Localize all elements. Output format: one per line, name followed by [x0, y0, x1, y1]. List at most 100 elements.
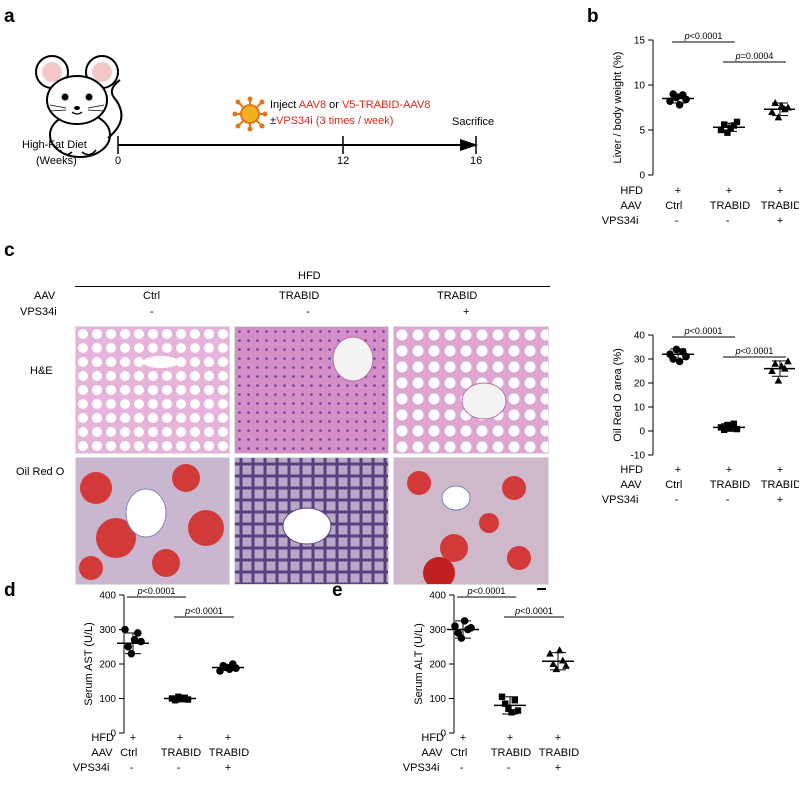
- p-value: p<0.0001: [467, 586, 506, 596]
- y-tick-label: 10: [634, 403, 646, 414]
- data-point: [502, 700, 509, 707]
- y-tick-label: 300: [429, 625, 446, 636]
- data-point: [675, 357, 684, 366]
- condition-label: VPS34i: [601, 494, 639, 506]
- condition-value: TRABID: [490, 747, 532, 759]
- data-point: [552, 665, 561, 673]
- virus-icon: [232, 96, 268, 132]
- condition-label: HFD: [421, 732, 444, 744]
- data-point: [717, 126, 725, 134]
- condition-label: VPS34i: [72, 762, 110, 774]
- he-ctrl-image: [75, 326, 230, 454]
- condition-value: +: [176, 732, 184, 744]
- condition-value: -: [725, 215, 730, 227]
- data-point: [730, 122, 737, 129]
- y-tick-label: 0: [440, 729, 446, 740]
- condition-label: AAV: [620, 200, 642, 212]
- condition-value: +: [776, 215, 784, 227]
- p-value: p<0.0001: [184, 606, 223, 616]
- data-point: [137, 637, 145, 646]
- chart-c: -10 0 10 20 30 40 Oil Red O area (%) p<0.0001 p<…: [612, 326, 795, 462]
- condition-value: TRABID: [709, 200, 751, 212]
- y-axis-label: Liver / body weight (%): [612, 52, 624, 164]
- col1-aav: Ctrl: [143, 290, 161, 302]
- data-point: [733, 118, 741, 126]
- y-tick-label: 30: [634, 355, 646, 366]
- scale-bar: [537, 588, 546, 590]
- data-point: [724, 421, 731, 429]
- y-tick-label: 100: [429, 694, 446, 705]
- y-tick-label: 0: [639, 171, 645, 182]
- chart-e: 0 100 200 300 400 Serum ALT (U/L) p<0.0001 p<0.…: [413, 586, 574, 740]
- condition-value: -: [725, 494, 730, 506]
- data-point: [546, 649, 554, 657]
- data-point: [130, 636, 139, 644]
- data-point: [467, 623, 475, 632]
- y-tick-label: 15: [634, 36, 646, 47]
- data-point: [562, 661, 570, 669]
- condition-label: HFD: [620, 185, 643, 197]
- weeks-label: (Weeks): [36, 155, 77, 167]
- condition-value: +: [224, 732, 232, 744]
- week-0: 0: [115, 155, 122, 167]
- y-tick-label: 10: [634, 81, 646, 92]
- condition-label: AAV: [91, 747, 113, 759]
- condition-value: +: [554, 762, 562, 774]
- y-tick-label: 400: [99, 591, 116, 602]
- condition-value: TRABID: [760, 200, 799, 212]
- diet-label: High-Fat Diet: [22, 139, 87, 151]
- col1-vps: -: [150, 306, 154, 318]
- data-point: [724, 129, 731, 136]
- data-point: [555, 646, 564, 654]
- data-point: [774, 376, 783, 384]
- condition-value: +: [776, 494, 784, 506]
- y-tick-label: 300: [99, 625, 116, 636]
- p-value: p<0.0001: [735, 346, 774, 356]
- panel-label-b: b: [587, 6, 599, 27]
- p-value: p<0.0001: [684, 326, 723, 336]
- y-tick-label: 0: [110, 729, 116, 740]
- y-axis-label: Serum ALT (U/L): [413, 623, 425, 705]
- condition-value: Ctrl: [665, 479, 683, 491]
- data-point: [768, 108, 776, 115]
- y-tick-label: 5: [639, 126, 645, 137]
- condition-value: -: [129, 762, 134, 774]
- condition-label: VPS34i: [601, 215, 639, 227]
- condition-label: AAV: [620, 479, 642, 491]
- panel-label-c: c: [4, 240, 15, 261]
- p-value: p<0.0001: [137, 586, 176, 596]
- condition-label: HFD: [91, 732, 114, 744]
- inject-text: Inject AAV8 or V5-TRABID-AAV8: [270, 99, 431, 111]
- panel-label-e: e: [332, 580, 343, 601]
- he-row-label: H&E: [30, 365, 53, 377]
- data-point: [768, 367, 776, 374]
- condition-value: +: [725, 464, 733, 476]
- hfd-rule: [75, 286, 550, 287]
- y-tick-label: 200: [99, 660, 116, 671]
- data-point: [559, 656, 567, 664]
- vps-schedule-text: ±VPS34i (3 times / week): [270, 115, 394, 127]
- condition-value: TRABID: [709, 479, 751, 491]
- chart-b: 0 5 10 15 Liver / body weight (%) p<0.0001 p=0…: [612, 31, 795, 182]
- data-point: [511, 697, 518, 704]
- y-tick-label: -10: [631, 451, 646, 462]
- p-value: p<0.0001: [684, 31, 723, 41]
- oilred-ctrl-image: [75, 457, 230, 585]
- oilred-trabid-vps-image: [393, 457, 549, 585]
- y-tick-label: 0: [639, 427, 645, 438]
- data-point: [184, 696, 192, 703]
- data-point: [682, 95, 690, 104]
- condition-value: +: [725, 185, 733, 197]
- hfd-header: HFD: [298, 270, 321, 282]
- col2-aav: TRABID: [279, 290, 320, 302]
- condition-value: -: [674, 215, 679, 227]
- week-12: 12: [337, 155, 350, 167]
- condition-value: Ctrl: [120, 747, 138, 759]
- condition-value: +: [776, 185, 784, 197]
- condition-value: +: [506, 732, 514, 744]
- col2-vps: -: [306, 306, 310, 318]
- vps-row-label: VPS34i: [20, 306, 57, 318]
- condition-value: Ctrl: [665, 200, 683, 212]
- data-point: [727, 125, 734, 132]
- condition-value: TRABID: [160, 747, 202, 759]
